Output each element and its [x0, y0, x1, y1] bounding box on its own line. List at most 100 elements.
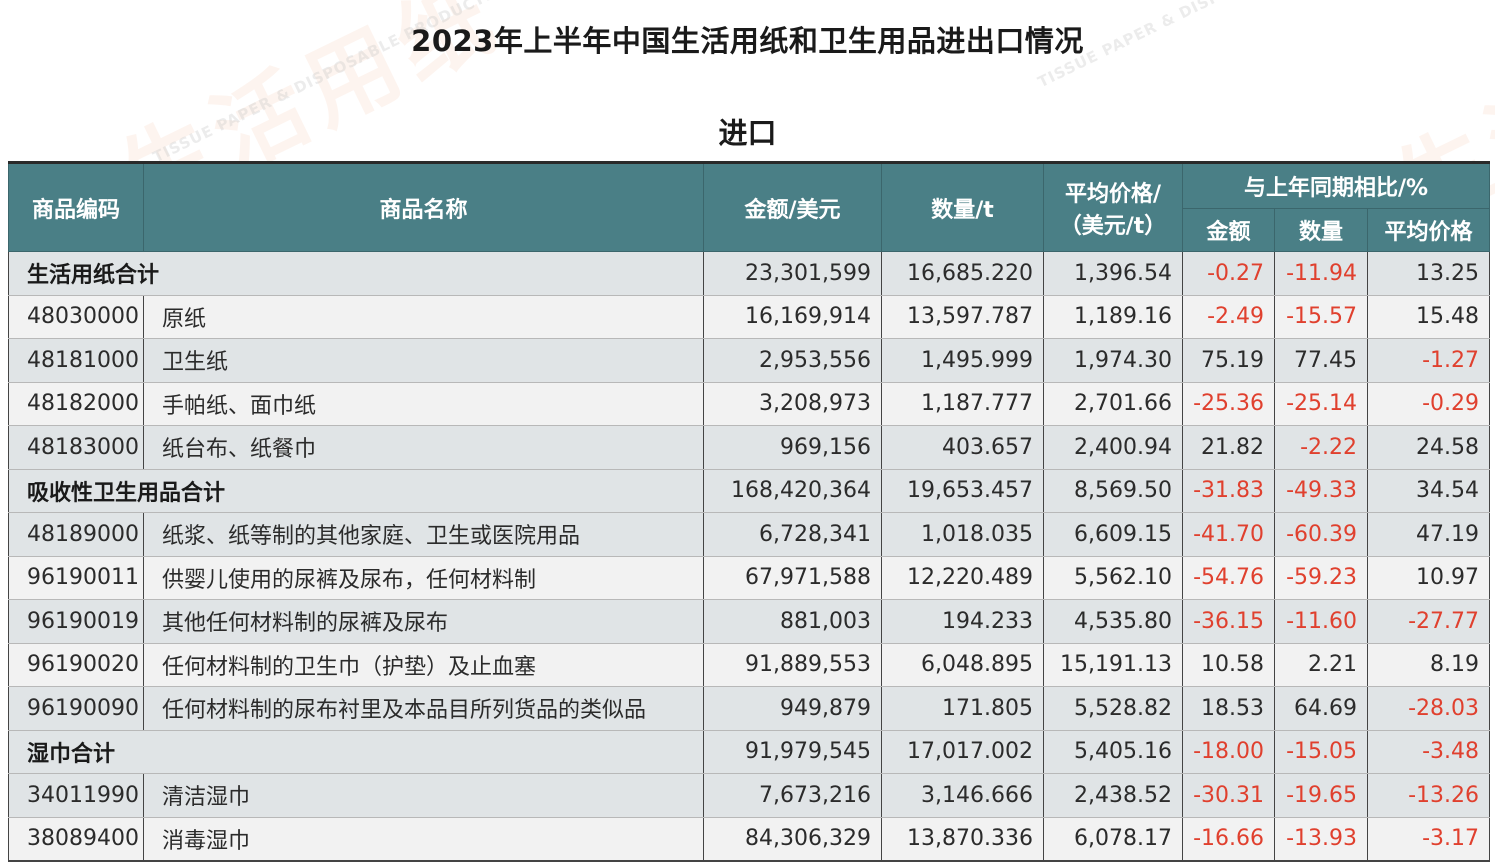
- cell-yoy-quantity: -59.23: [1274, 556, 1368, 600]
- cell-yoy-price: 34.54: [1366, 469, 1491, 513]
- cell-code: 96190019: [8, 599, 144, 644]
- cell-yoy-quantity: -13.93: [1274, 817, 1368, 862]
- cell-amount: 6,728,341: [703, 512, 882, 557]
- table-row: 96190011 供婴儿使用的尿裤及尿布，任何材料制 67,971,588 12,22…: [8, 556, 1491, 600]
- cell-yoy-price: 13.25: [1366, 251, 1491, 296]
- cell-code: 48030000: [8, 295, 144, 339]
- cell-avg-price: 8,569.50: [1043, 469, 1183, 513]
- header-yoy-price: 平均价格: [1366, 208, 1491, 252]
- table-row: 48189000 纸浆、纸等制的其他家庭、卫生或医院用品 6,728,341 1,01…: [8, 512, 1491, 557]
- subtotal-row: 吸收性卫生用品合计 168,420,364 19,653.457 8,569.50 -3…: [8, 469, 1491, 513]
- cell-yoy-price: -13.26: [1366, 773, 1491, 818]
- cell-yoy-quantity: 64.69: [1274, 686, 1368, 731]
- cell-code: 38089400: [8, 817, 144, 862]
- cell-amount: 3,208,973: [703, 382, 882, 426]
- cell-yoy-quantity: -2.22: [1274, 425, 1368, 470]
- cell-yoy-amount: -18.00: [1182, 730, 1275, 774]
- cell-yoy-amount: 10.58: [1182, 643, 1275, 687]
- cell-quantity: 1,018.035: [881, 512, 1044, 557]
- cell-avg-price: 1,974.30: [1043, 338, 1183, 383]
- cell-yoy-amount: -41.70: [1182, 512, 1275, 557]
- cell-yoy-amount: 21.82: [1182, 425, 1275, 470]
- cell-yoy-amount: -31.83: [1182, 469, 1275, 513]
- cell-amount: 67,971,588: [703, 556, 882, 600]
- cell-yoy-quantity: 2.21: [1274, 643, 1368, 687]
- cell-quantity: 1,187.777: [881, 382, 1044, 426]
- cell-yoy-amount: -36.15: [1182, 599, 1275, 644]
- table-row: 96190020 任何材料制的卫生巾（护垫）及止血塞 91,889,553 6,048…: [8, 643, 1491, 687]
- cell-name: 原纸: [143, 295, 704, 339]
- cell-yoy-amount: 18.53: [1182, 686, 1275, 731]
- header-yoy-group: 与上年同期相比/%: [1181, 162, 1491, 209]
- cell-quantity: 16,685.220: [881, 251, 1044, 296]
- table-body: 生活用纸合计 23,301,599 16,685.220 1,396.54 -0.27-…: [8, 251, 1491, 862]
- cell-avg-price: 2,701.66: [1043, 382, 1183, 426]
- cell-amount: 7,673,216: [703, 773, 882, 818]
- cell-name: 任何材料制的尿布衬里及本品目所列货品的类似品: [143, 686, 704, 731]
- cell-name: 手帕纸、面巾纸: [143, 382, 704, 426]
- cell-yoy-quantity: -11.94: [1274, 251, 1368, 296]
- cell-code: 96190020: [8, 643, 144, 687]
- table-row: 96190019 其他任何材料制的尿裤及尿布 881,003 194.233 4,535…: [8, 599, 1491, 644]
- cell-quantity: 403.657: [881, 425, 1044, 470]
- cell-quantity: 12,220.489: [881, 556, 1044, 600]
- header-amount: 金额/美元: [703, 162, 882, 252]
- cell-avg-price: 5,405.16: [1043, 730, 1183, 774]
- cell-amount: 881,003: [703, 599, 882, 644]
- cell-name: 消毒湿巾: [143, 817, 704, 862]
- subtotal-label: 吸收性卫生用品合计: [8, 469, 704, 513]
- cell-yoy-amount: 75.19: [1182, 338, 1275, 383]
- cell-yoy-quantity: -19.65: [1274, 773, 1368, 818]
- cell-yoy-amount: -0.27: [1182, 251, 1275, 296]
- cell-avg-price: 4,535.80: [1043, 599, 1183, 644]
- cell-amount: 91,889,553: [703, 643, 882, 687]
- import-table: 商品编码 商品名称 金额/美元 数量/t 平均价格/（美元/t） 与上年同期相比…: [8, 161, 1491, 862]
- cell-amount: 23,301,599: [703, 251, 882, 296]
- subtotal-row: 生活用纸合计 23,301,599 16,685.220 1,396.54 -0.27-…: [8, 251, 1491, 296]
- header-quantity: 数量/t: [881, 162, 1044, 252]
- cell-code: 96190090: [8, 686, 144, 731]
- cell-yoy-price: -27.77: [1366, 599, 1491, 644]
- cell-amount: 84,306,329: [703, 817, 882, 862]
- subtotal-label: 生活用纸合计: [8, 251, 704, 296]
- cell-yoy-quantity: -15.05: [1274, 730, 1368, 774]
- cell-quantity: 194.233: [881, 599, 1044, 644]
- cell-amount: 168,420,364: [703, 469, 882, 513]
- cell-name: 供婴儿使用的尿裤及尿布，任何材料制: [143, 556, 704, 600]
- table-row: 48030000 原纸 16,169,914 13,597.787 1,189.16 -2…: [8, 295, 1491, 339]
- cell-name: 卫生纸: [143, 338, 704, 383]
- section-subtitle: 进口: [718, 116, 777, 150]
- table-row: 34011990 清洁湿巾 7,673,216 3,146.666 2,438.52 -3…: [8, 773, 1491, 818]
- cell-code: 96190011: [8, 556, 144, 600]
- cell-name: 纸浆、纸等制的其他家庭、卫生或医院用品: [143, 512, 704, 557]
- cell-yoy-quantity: -15.57: [1274, 295, 1368, 339]
- cell-yoy-price: -1.27: [1366, 338, 1491, 383]
- cell-code: 34011990: [8, 773, 144, 818]
- cell-yoy-price: 10.97: [1366, 556, 1491, 600]
- cell-yoy-price: 8.19: [1366, 643, 1491, 687]
- table-row: 48181000 卫生纸 2,953,556 1,495.999 1,974.30 75.…: [8, 338, 1491, 383]
- cell-amount: 2,953,556: [703, 338, 882, 383]
- cell-yoy-quantity: -49.33: [1274, 469, 1368, 513]
- cell-avg-price: 15,191.13: [1043, 643, 1183, 687]
- cell-yoy-quantity: -60.39: [1274, 512, 1368, 557]
- cell-yoy-price: -3.17: [1366, 817, 1491, 862]
- cell-yoy-price: 47.19: [1366, 512, 1491, 557]
- cell-avg-price: 2,400.94: [1043, 425, 1183, 470]
- header-avg-price: 平均价格/（美元/t）: [1043, 162, 1183, 252]
- page-title: 2023年上半年中国生活用纸和卫生用品进出口情况: [411, 24, 1084, 58]
- header-code: 商品编码: [8, 162, 144, 252]
- cell-yoy-price: 15.48: [1366, 295, 1491, 339]
- cell-code: 48181000: [8, 338, 144, 383]
- cell-quantity: 13,870.336: [881, 817, 1044, 862]
- cell-yoy-price: 24.58: [1366, 425, 1491, 470]
- cell-avg-price: 2,438.52: [1043, 773, 1183, 818]
- cell-avg-price: 1,189.16: [1043, 295, 1183, 339]
- header-yoy-quantity: 数量: [1274, 208, 1368, 252]
- cell-quantity: 3,146.666: [881, 773, 1044, 818]
- cell-quantity: 171.805: [881, 686, 1044, 731]
- cell-amount: 91,979,545: [703, 730, 882, 774]
- cell-code: 48189000: [8, 512, 144, 557]
- cell-yoy-amount: -2.49: [1182, 295, 1275, 339]
- cell-avg-price: 5,528.82: [1043, 686, 1183, 731]
